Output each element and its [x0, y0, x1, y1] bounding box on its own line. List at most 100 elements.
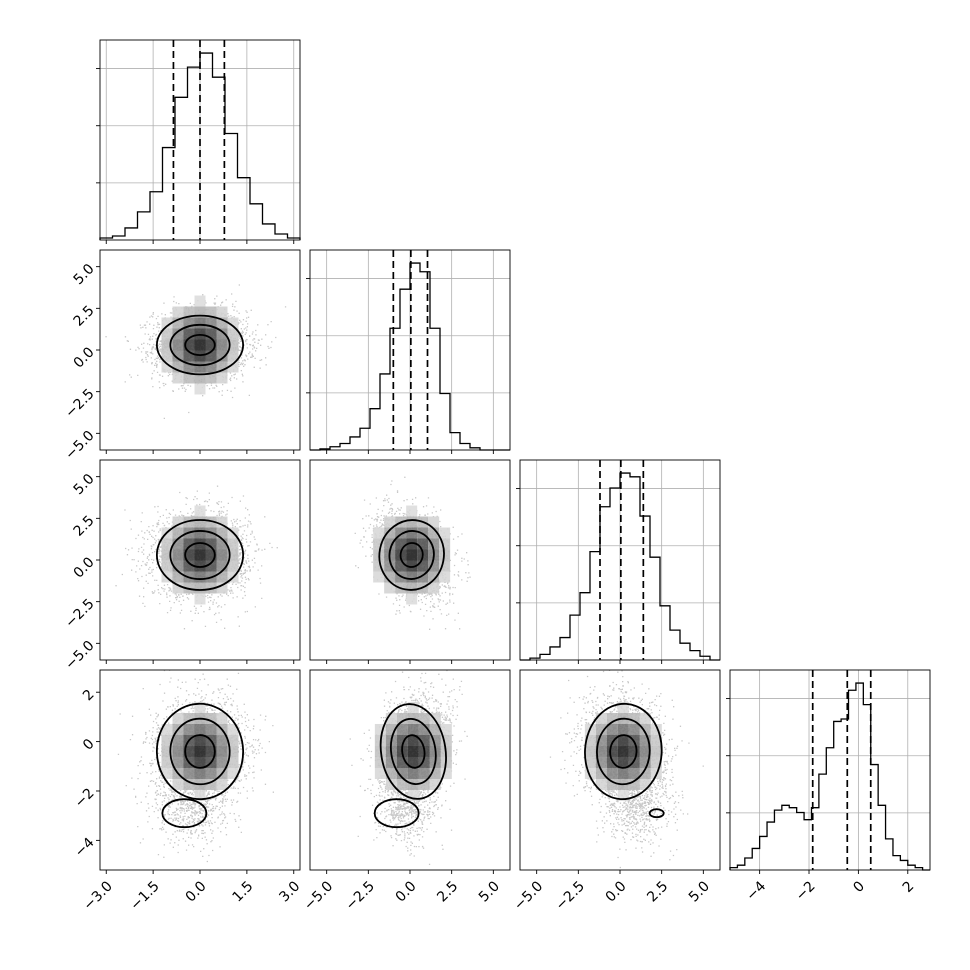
density-bin [628, 778, 640, 790]
y-tick-label: 2.5 [71, 513, 98, 540]
density-bin [406, 549, 418, 561]
density-bins [373, 505, 451, 605]
density-bin [595, 745, 607, 757]
density-bin [384, 516, 396, 528]
density-bin [418, 778, 430, 790]
density-bin [606, 778, 618, 790]
density-bin [183, 549, 195, 561]
histogram-2 [520, 472, 720, 661]
scatter-panel-1-3 [309, 669, 511, 874]
density-bin [407, 767, 419, 779]
density-bin [183, 712, 195, 724]
density-bin [172, 712, 184, 724]
y-tick-label: −2 [72, 785, 98, 811]
density-bin [407, 734, 419, 746]
density-contour-1 [169, 323, 231, 367]
density-bin [172, 538, 184, 550]
density-bin [172, 328, 184, 340]
x-tick-label: 0 [850, 878, 868, 896]
density-bin [428, 560, 440, 572]
density-bin [628, 745, 640, 757]
density-bin [227, 538, 239, 550]
density-bin [194, 295, 206, 307]
density-layer [105, 284, 287, 420]
density-bin [439, 571, 451, 583]
density-bin [172, 756, 184, 768]
x-tick-label: 3.0 [276, 878, 303, 905]
density-contour-1 [389, 717, 437, 785]
density-bin [161, 767, 173, 779]
density-contour-2 [155, 702, 245, 801]
density-bin [417, 571, 429, 583]
density-bin [216, 756, 228, 768]
density-bin [227, 317, 239, 329]
density-bin [406, 571, 418, 583]
density-bin [194, 538, 206, 550]
density-bin [374, 723, 386, 735]
density-bin [172, 317, 184, 329]
density-bin [172, 527, 184, 539]
density-bin [606, 767, 618, 779]
density-bin [194, 372, 206, 384]
density-bin [617, 723, 629, 735]
density-bin [429, 778, 441, 790]
density-bin [172, 734, 184, 746]
density-bin [205, 712, 217, 724]
density-bin [227, 350, 239, 362]
density-bin [650, 734, 662, 746]
density-layer [349, 670, 468, 866]
y-tick-label: −5.0 [62, 428, 97, 463]
density-bin [194, 701, 206, 713]
density-bin [161, 350, 173, 362]
density-bin [395, 560, 407, 572]
density-bin [606, 745, 618, 757]
scatter-panel-0-3 [96, 669, 301, 874]
density-bin [639, 745, 651, 757]
density-bin [161, 549, 173, 561]
density-bin [428, 516, 440, 528]
density-bin [205, 549, 217, 561]
density-bin [194, 756, 206, 768]
density-bin [183, 317, 195, 329]
density-bin [428, 527, 440, 539]
density-bin [439, 527, 451, 539]
density-bin [395, 527, 407, 539]
y-tick-label: 2.5 [71, 303, 98, 330]
density-contour-lobe [161, 798, 208, 829]
density-bin [628, 712, 640, 724]
x-tick-label: −2.5 [343, 878, 378, 913]
density-bins [161, 295, 239, 395]
density-layer [115, 485, 278, 630]
density-bin [216, 306, 228, 318]
density-bin [216, 560, 228, 572]
density-bin [439, 560, 451, 572]
density-contour-1 [169, 530, 231, 580]
x-axis-labels-0: −3.0 −1.5 0.0 1.5 3.0 [81, 878, 304, 913]
density-bin [172, 361, 184, 373]
density-layer [117, 670, 274, 863]
density-bin [395, 538, 407, 550]
density-bin [161, 560, 173, 572]
density-bin [205, 582, 217, 594]
x-axis-labels-2: −5.0 −2.5 0.0 2.5 5.0 [511, 878, 713, 913]
axes-frame [729, 669, 931, 871]
density-contour-1 [388, 530, 435, 580]
y-tick-label: −4 [72, 835, 98, 861]
density-bin [407, 701, 419, 713]
density-bin [216, 372, 228, 384]
density-bin [205, 372, 217, 384]
density-bin [595, 778, 607, 790]
density-bins [161, 701, 239, 801]
density-bin [205, 350, 217, 362]
density-bin [639, 712, 651, 724]
density-bin [584, 767, 596, 779]
density-bin [628, 723, 640, 735]
density-bin [606, 712, 618, 724]
density-bin [429, 712, 441, 724]
density-bin [406, 516, 418, 528]
x-tick-label: −4 [743, 878, 769, 904]
x-axis-labels-3: −4 −2 0 2 [743, 878, 917, 904]
density-bin [194, 306, 206, 318]
density-bin [161, 723, 173, 735]
